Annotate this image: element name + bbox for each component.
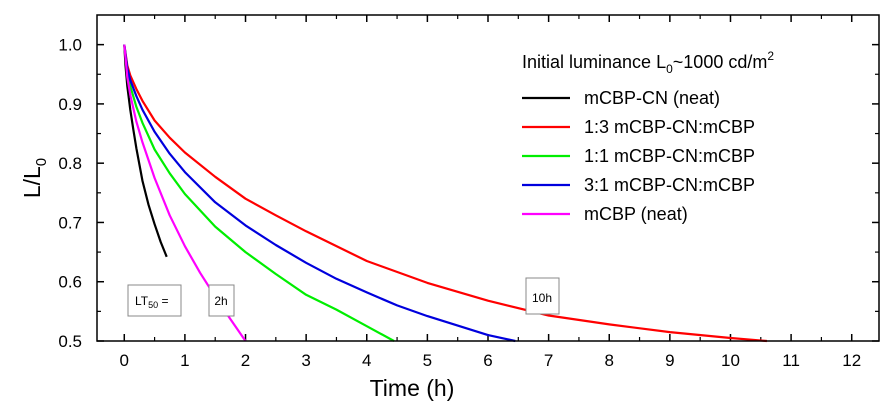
lt50-label-sub: 50 xyxy=(148,300,158,310)
legend: Initial luminance L0~1000 cd/m2 mCBP-CN … xyxy=(522,49,774,224)
x-tick-label: 1 xyxy=(180,351,189,370)
legend-title-sup: 2 xyxy=(767,49,774,63)
x-tick-label: 7 xyxy=(544,351,553,370)
legend-title-pre: Initial luminance L xyxy=(522,52,666,72)
lt50-label: LT50 = xyxy=(135,294,168,310)
series-line-2 xyxy=(123,44,395,342)
legend-entries: mCBP-CN (neat) 1:3 mCBP-CN:mCBP 1:1 mCBP-C… xyxy=(522,88,755,224)
legend-label: mCBP-CN (neat) xyxy=(584,88,720,108)
y-tick-label: 0.9 xyxy=(58,95,82,114)
legend-title-sub: 0 xyxy=(666,62,673,76)
x-tick-label: 8 xyxy=(605,351,614,370)
lt50-label-text: LT xyxy=(135,294,149,308)
lt50-2h-label: 2h xyxy=(214,294,227,308)
lt50-10h-box xyxy=(525,277,560,315)
y-tick-label: 0.7 xyxy=(58,213,82,232)
axis-ticks: 0 1 2 3 4 5 6 7 8 9 10 11 120.50.60.70.80.91.0 xyxy=(58,15,879,370)
legend-title: Initial luminance L0~1000 cd/m2 xyxy=(522,49,774,76)
y-tick-label: 1.0 xyxy=(58,36,82,55)
series-line-3 xyxy=(123,44,516,343)
lt50-annotations: LT50 = 2h 10h xyxy=(127,277,560,317)
x-tick-label: 10 xyxy=(721,351,740,370)
legend-title-mid: ~1000 cd/m xyxy=(673,52,768,72)
plot-frame xyxy=(96,14,880,342)
x-tick-label: 12 xyxy=(842,351,861,370)
y-axis-title-sub: 0 xyxy=(33,158,50,166)
lt50-box xyxy=(127,284,182,317)
x-tick-label: 11 xyxy=(782,351,800,370)
y-axis-title-base: L/L xyxy=(19,166,45,198)
legend-label: 1:3 mCBP-CN:mCBP xyxy=(584,117,755,137)
y-tick-label: 0.8 xyxy=(58,154,82,173)
x-tick-label: 2 xyxy=(241,351,250,370)
legend-label: mCBP (neat) xyxy=(584,204,688,224)
x-tick-label: 9 xyxy=(665,351,674,370)
y-tick-label: 0.6 xyxy=(58,273,82,292)
lt50-10h-label: 10h xyxy=(532,291,552,305)
legend-label: 1:1 mCBP-CN:mCBP xyxy=(584,146,755,166)
x-tick-label: 4 xyxy=(362,351,371,370)
x-tick-label: 0 xyxy=(120,351,129,370)
lt50-2h-box xyxy=(208,284,235,317)
x-tick-label: 5 xyxy=(423,351,432,370)
legend-label: 3:1 mCBP-CN:mCBP xyxy=(584,175,755,195)
y-axis-title: L/L0 xyxy=(19,158,50,198)
y-tick-label: 0.5 xyxy=(58,332,82,351)
series-line-1 xyxy=(123,44,767,343)
x-axis-title: Time (h) xyxy=(370,375,455,401)
lt50-label-suffix: = xyxy=(158,294,168,308)
x-tick-label: 6 xyxy=(483,351,492,370)
x-tick-label: 3 xyxy=(301,351,310,370)
